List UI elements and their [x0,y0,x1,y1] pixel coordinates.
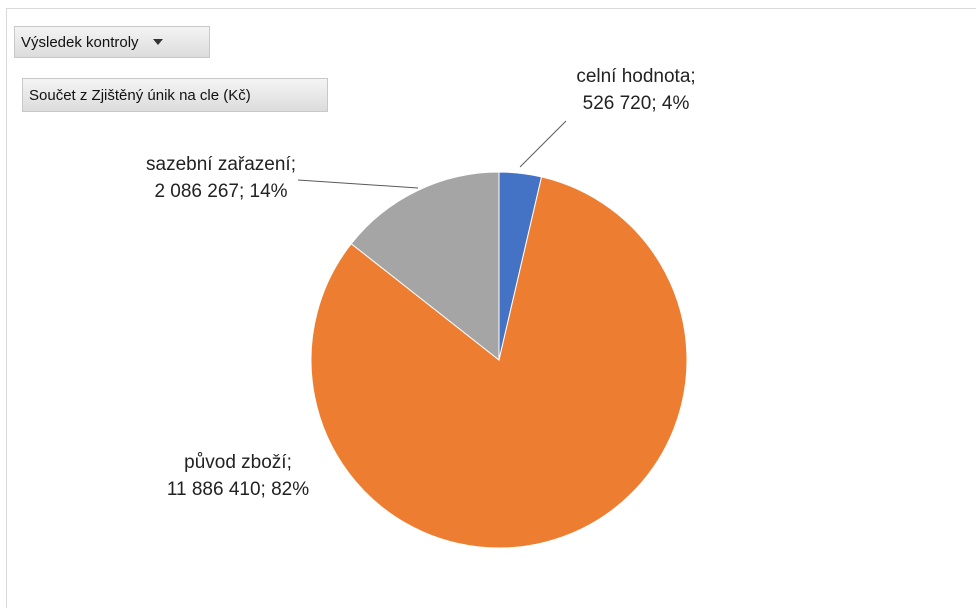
data-label: celní hodnota; 526 720; 4% [576,66,695,114]
leader-line [297,179,419,189]
data-label: původ zboží; 11 886 410; 82% [167,452,309,500]
chevron-down-icon[interactable] [152,39,163,45]
filter-field-label: Výsledek kontroly [21,33,139,51]
data-label: sazební zařazení; 2 086 267; 14% [146,154,296,202]
leader-line [519,120,567,168]
chart-area [6,8,976,608]
filter-field-button[interactable]: Výsledek kontroly [14,26,210,58]
value-field-label: Součet z Zjištěný únik na cle (Kč) [29,86,251,104]
pie-slice-sazební-zařazení[interactable] [350,171,500,362]
pie-slice-původ-zboží[interactable] [310,176,688,549]
value-field-button[interactable]: Součet z Zjištěný únik na cle (Kč) [22,78,328,112]
